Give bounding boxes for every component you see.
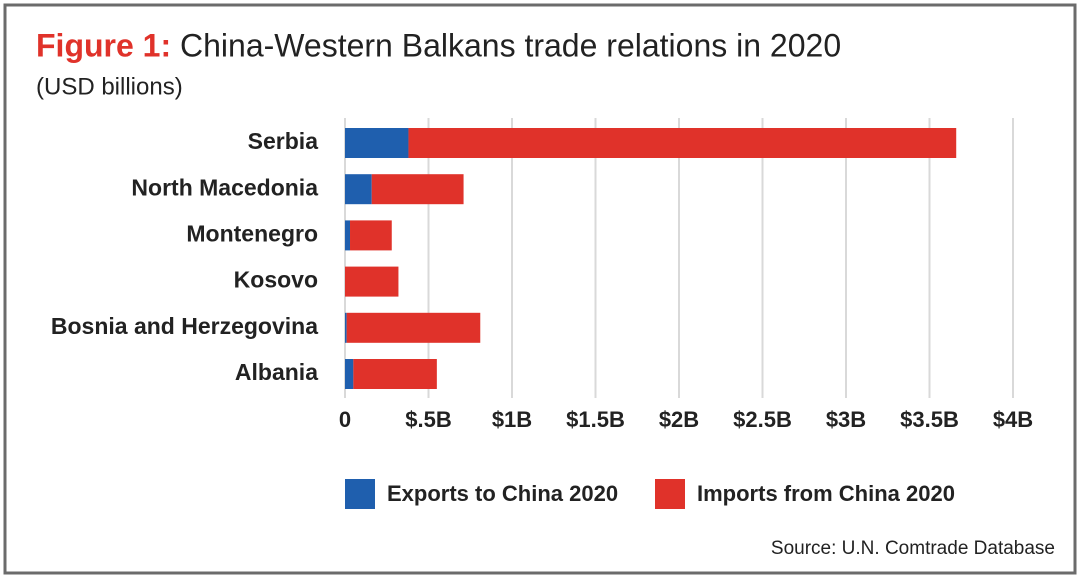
bar-segment [345,359,354,389]
bar-segment [345,128,409,158]
x-tick-label: $2B [659,407,699,432]
legend-swatch [655,479,685,509]
chart-title: China-Western Balkans trade relations in… [180,27,841,63]
bar-segment [408,128,957,158]
x-tick-label: $3.5B [900,407,959,432]
x-tick-label: 0 [339,407,351,432]
y-tick-label: Kosovo [234,267,318,293]
x-tick-label: $4B [993,407,1033,432]
y-tick-label: Montenegro [186,220,318,246]
bar-segment [345,220,351,251]
source-note: Source: U.N. Comtrade Database [771,538,1055,559]
bar-segment [346,312,481,343]
y-tick-label: Albania [235,359,318,385]
bar-segment [371,174,464,205]
legend-label: Imports from China 2020 [697,481,955,506]
bar-segment [353,359,437,389]
y-tick-label: Serbia [248,128,319,154]
bar-segment [350,220,392,251]
x-tick-label: $1B [492,407,532,432]
legend-label: Exports to China 2020 [387,481,618,506]
x-tick-label: $3B [826,407,866,432]
x-tick-label: $.5B [405,407,451,432]
x-tick-label: $2.5B [733,407,792,432]
y-tick-label: North Macedonia [131,174,318,200]
bar-segment [345,266,399,297]
x-tick-label: $1.5B [566,407,625,432]
bar-segment [345,174,372,205]
bar-segment [345,312,347,343]
frame [3,3,1077,575]
legend-swatch [345,479,375,509]
chart-subtitle: (USD billions) [36,73,183,100]
y-tick-label: Bosnia and Herzegovina [51,313,318,339]
figure-label: Figure 1: [36,27,171,63]
